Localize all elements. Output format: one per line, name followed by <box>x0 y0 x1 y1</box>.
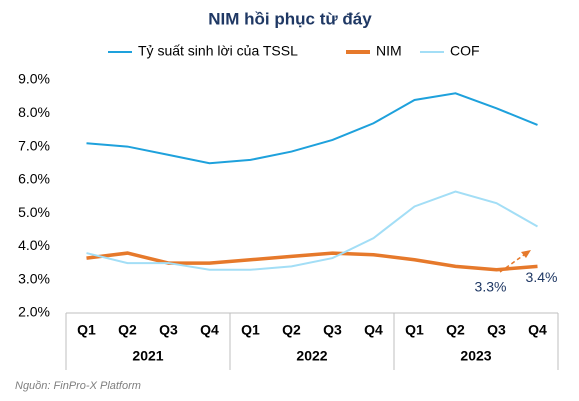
y-tick-label: 5.0% <box>18 204 50 220</box>
x-tick-label: Q2 <box>446 322 465 338</box>
y-tick-label: 6.0% <box>18 171 50 187</box>
x-tick-label: Q1 <box>241 322 260 338</box>
x-tick-label: Q4 <box>200 322 219 338</box>
x-tick-label: Q3 <box>323 322 342 338</box>
x-group-label: 2023 <box>460 348 491 364</box>
legend-label: Tỷ suất sinh lời của TSSL <box>138 43 298 59</box>
trend-arrow <box>499 251 529 273</box>
x-tick-label: Q4 <box>364 322 383 338</box>
y-tick-label: 9.0% <box>18 71 50 87</box>
legend-label: COF <box>450 43 480 59</box>
x-tick-label: Q1 <box>405 322 424 338</box>
y-tick-label: 2.0% <box>18 304 50 320</box>
series-line <box>86 251 538 272</box>
series-line <box>86 190 538 271</box>
x-tick-label: Q2 <box>118 322 137 338</box>
chart-title: NIM hồi phục từ đáy <box>208 9 372 28</box>
trend-arrowhead <box>521 250 531 258</box>
y-tick-label: 8.0% <box>18 104 50 120</box>
series-line <box>86 92 538 165</box>
x-tick-label: Q3 <box>159 322 178 338</box>
source-note: Nguồn: FinPro-X Platform <box>15 380 141 392</box>
data-label: 3.4% <box>526 269 558 285</box>
x-tick-label: Q3 <box>487 322 506 338</box>
x-group-label: 2022 <box>296 348 327 364</box>
data-label: 3.3% <box>475 278 507 294</box>
x-tick-label: Q4 <box>528 322 547 338</box>
legend-label: NIM <box>376 43 402 59</box>
y-tick-label: 7.0% <box>18 137 50 153</box>
x-group-label: 2021 <box>132 348 163 364</box>
x-tick-label: Q1 <box>77 322 96 338</box>
y-tick-label: 3.0% <box>18 270 50 286</box>
x-tick-label: Q2 <box>282 322 301 338</box>
y-tick-label: 4.0% <box>18 237 50 253</box>
